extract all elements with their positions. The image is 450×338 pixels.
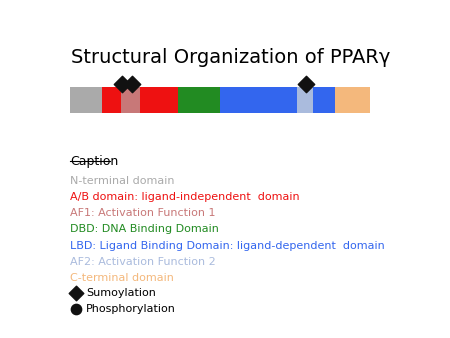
Text: N-terminal domain: N-terminal domain	[70, 176, 175, 186]
FancyBboxPatch shape	[335, 88, 370, 114]
Text: AF2: Activation Function 2: AF2: Activation Function 2	[70, 257, 216, 267]
Text: DBD: DNA Binding Domain: DBD: DNA Binding Domain	[70, 224, 219, 235]
Text: C-terminal domain: C-terminal domain	[70, 273, 174, 283]
Text: AF1: Activation Function 1: AF1: Activation Function 1	[70, 208, 216, 218]
FancyBboxPatch shape	[313, 88, 335, 114]
Text: Sumoylation: Sumoylation	[86, 288, 156, 298]
FancyBboxPatch shape	[102, 88, 121, 114]
Point	[129, 81, 136, 86]
FancyBboxPatch shape	[140, 88, 178, 114]
FancyBboxPatch shape	[178, 88, 220, 114]
Point	[73, 306, 80, 312]
FancyBboxPatch shape	[297, 88, 313, 114]
Text: Structural Organization of PPARγ: Structural Organization of PPARγ	[71, 48, 390, 67]
Text: A/B domain: ligand-independent  domain: A/B domain: ligand-independent domain	[70, 192, 300, 202]
FancyBboxPatch shape	[70, 88, 102, 114]
Text: Caption: Caption	[70, 155, 118, 168]
FancyBboxPatch shape	[220, 88, 297, 114]
Text: Phosphorylation: Phosphorylation	[86, 304, 176, 314]
Point	[118, 81, 126, 86]
FancyBboxPatch shape	[121, 88, 140, 114]
Text: LBD: Ligand Binding Domain: ligand-dependent  domain: LBD: Ligand Binding Domain: ligand-depen…	[70, 241, 385, 250]
Point	[302, 81, 309, 86]
Point	[73, 290, 80, 296]
